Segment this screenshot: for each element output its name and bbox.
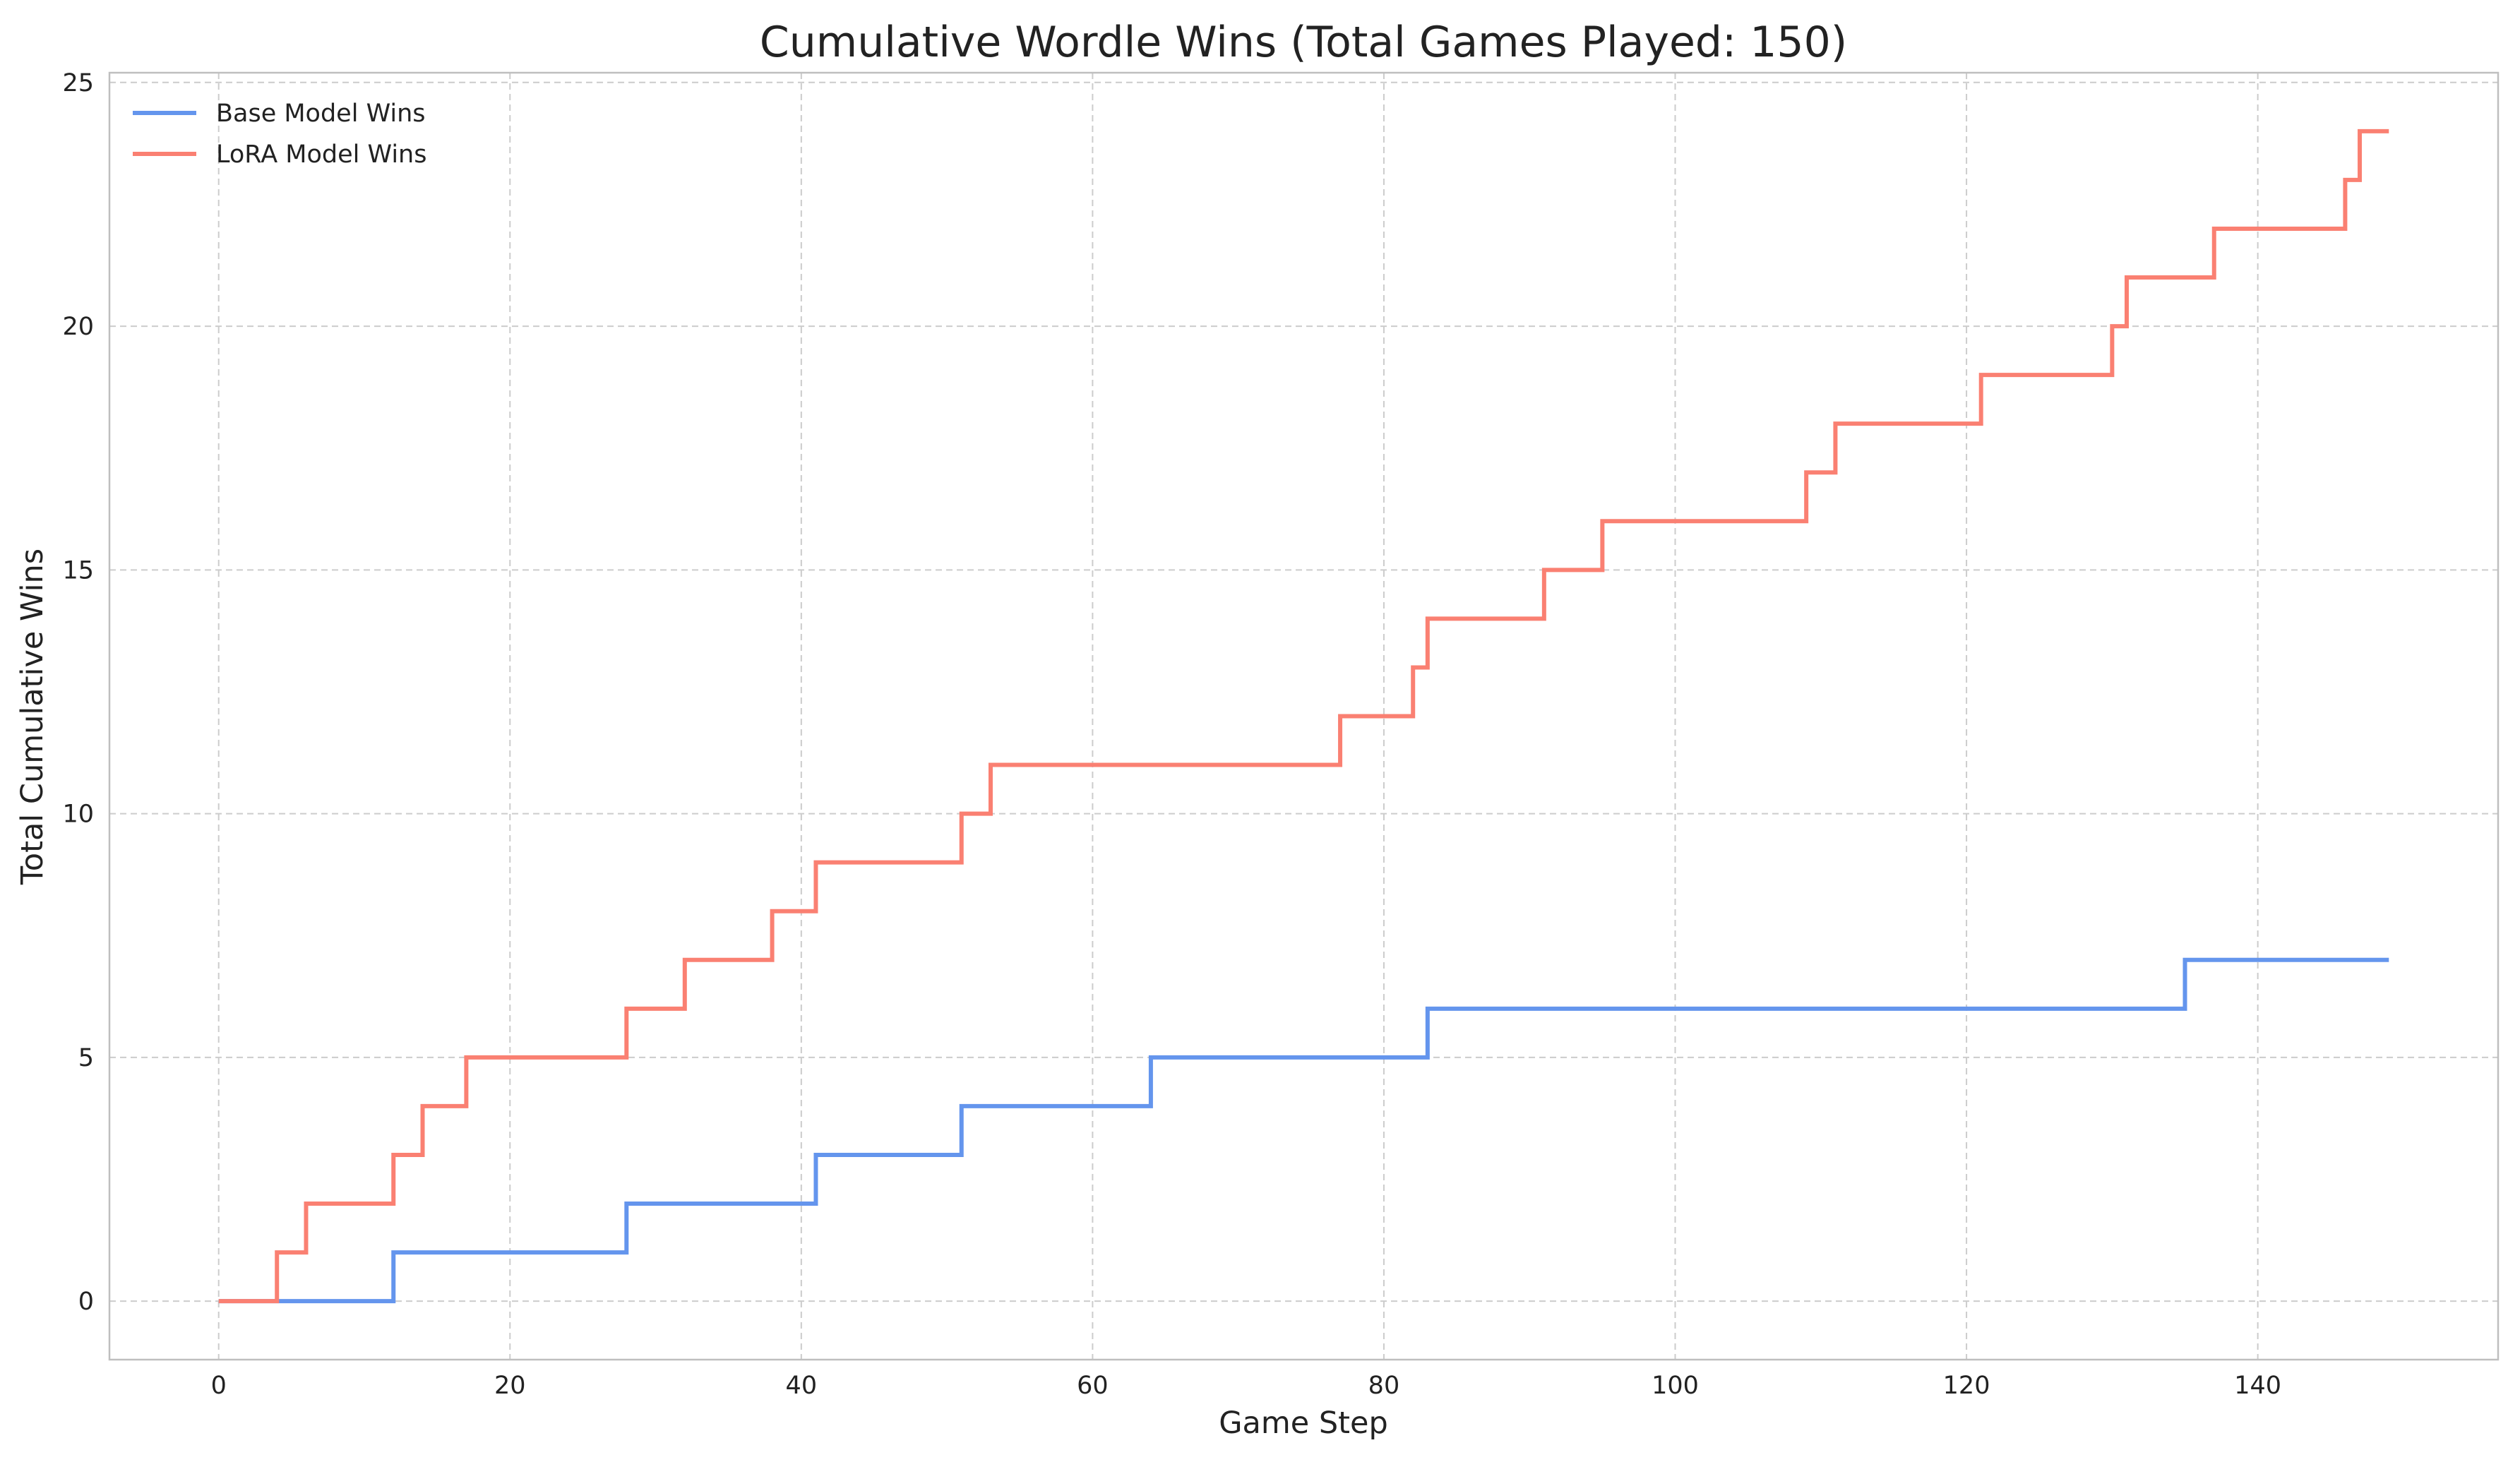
series-lines — [218, 128, 2389, 1304]
tick-labels: 0 20 40 60 80 100 120 140 0 5 10 15 20 25 — [62, 69, 2281, 1400]
x-tick-label: 60 — [1077, 1372, 1109, 1400]
x-tick-label: 40 — [786, 1372, 818, 1400]
series-line-base — [218, 957, 2389, 1304]
grid-lines — [109, 73, 2498, 1360]
legend: Base Model Wins LoRA Model Wins — [133, 100, 426, 169]
y-tick-label: 25 — [62, 69, 94, 97]
y-tick-label: 10 — [62, 801, 94, 829]
x-tick-label: 20 — [494, 1372, 526, 1400]
y-tick-label: 5 — [78, 1044, 94, 1072]
y-tick-label: 20 — [62, 313, 94, 341]
x-tick-label: 120 — [1943, 1372, 1990, 1400]
y-tick-label: 0 — [78, 1288, 94, 1316]
chart-title: Cumulative Wordle Wins (Total Games Play… — [760, 18, 1847, 67]
y-tick-label: 15 — [62, 556, 94, 585]
legend-label: LoRA Model Wins — [216, 140, 426, 169]
x-tick-label: 100 — [1652, 1372, 1699, 1400]
plot-frame — [108, 71, 2500, 1361]
x-tick-label: 80 — [1368, 1372, 1400, 1400]
y-axis-label: Total Cumulative Wins — [15, 549, 50, 885]
x-axis-label: Game Step — [1219, 1406, 1388, 1441]
series-line-lora — [218, 128, 2389, 1304]
legend-label: Base Model Wins — [216, 100, 426, 128]
x-tick-label: 140 — [2234, 1372, 2281, 1400]
x-tick-label: 0 — [211, 1372, 227, 1400]
